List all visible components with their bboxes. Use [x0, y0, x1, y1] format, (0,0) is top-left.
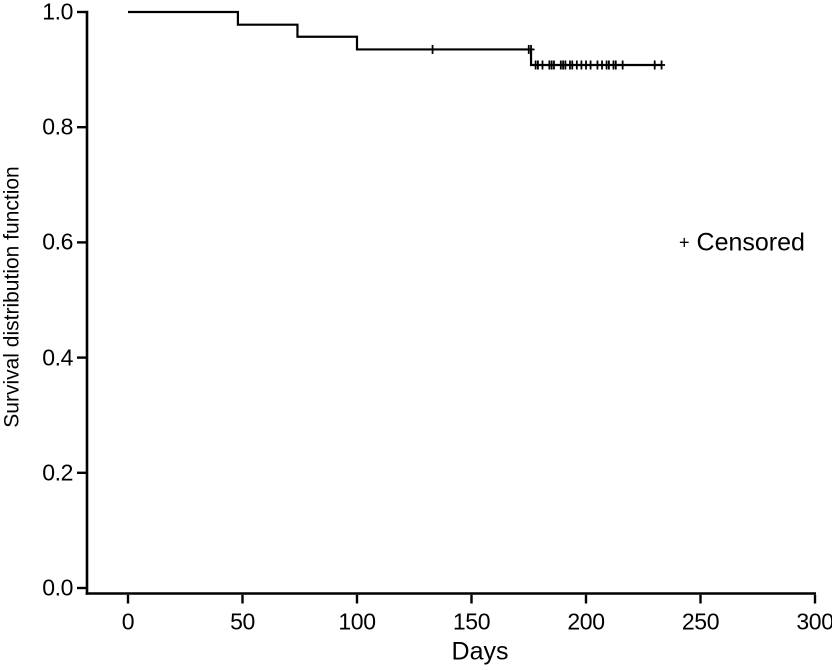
x-tick-label: 200 — [567, 608, 605, 635]
y-tick-label: 0.6 — [42, 228, 73, 255]
x-tick-label: 150 — [452, 608, 491, 635]
x-axis-title: Days — [451, 637, 509, 666]
x-tick-label: 0 — [121, 608, 135, 635]
censored-plus-icon: + — [679, 232, 690, 252]
survival-step-line — [128, 10, 662, 67]
censor-marks — [429, 44, 666, 70]
legend-label: Censored — [696, 228, 805, 257]
y-tick-label: 0.0 — [42, 574, 73, 601]
x-tick-label: 300 — [796, 608, 832, 635]
y-axis-title: Survival distribution function — [0, 166, 24, 428]
y-tick-label: 0.2 — [42, 459, 73, 486]
x-tick-label: 50 — [230, 608, 255, 635]
legend: + Censored — [679, 228, 805, 257]
y-tick-label: 0.4 — [42, 344, 73, 371]
y-tick-label: 0.8 — [42, 113, 73, 140]
x-tick-label: 100 — [338, 608, 376, 635]
y-tick-label: 1.0 — [42, 0, 73, 25]
x-tick-label: 250 — [681, 608, 720, 635]
